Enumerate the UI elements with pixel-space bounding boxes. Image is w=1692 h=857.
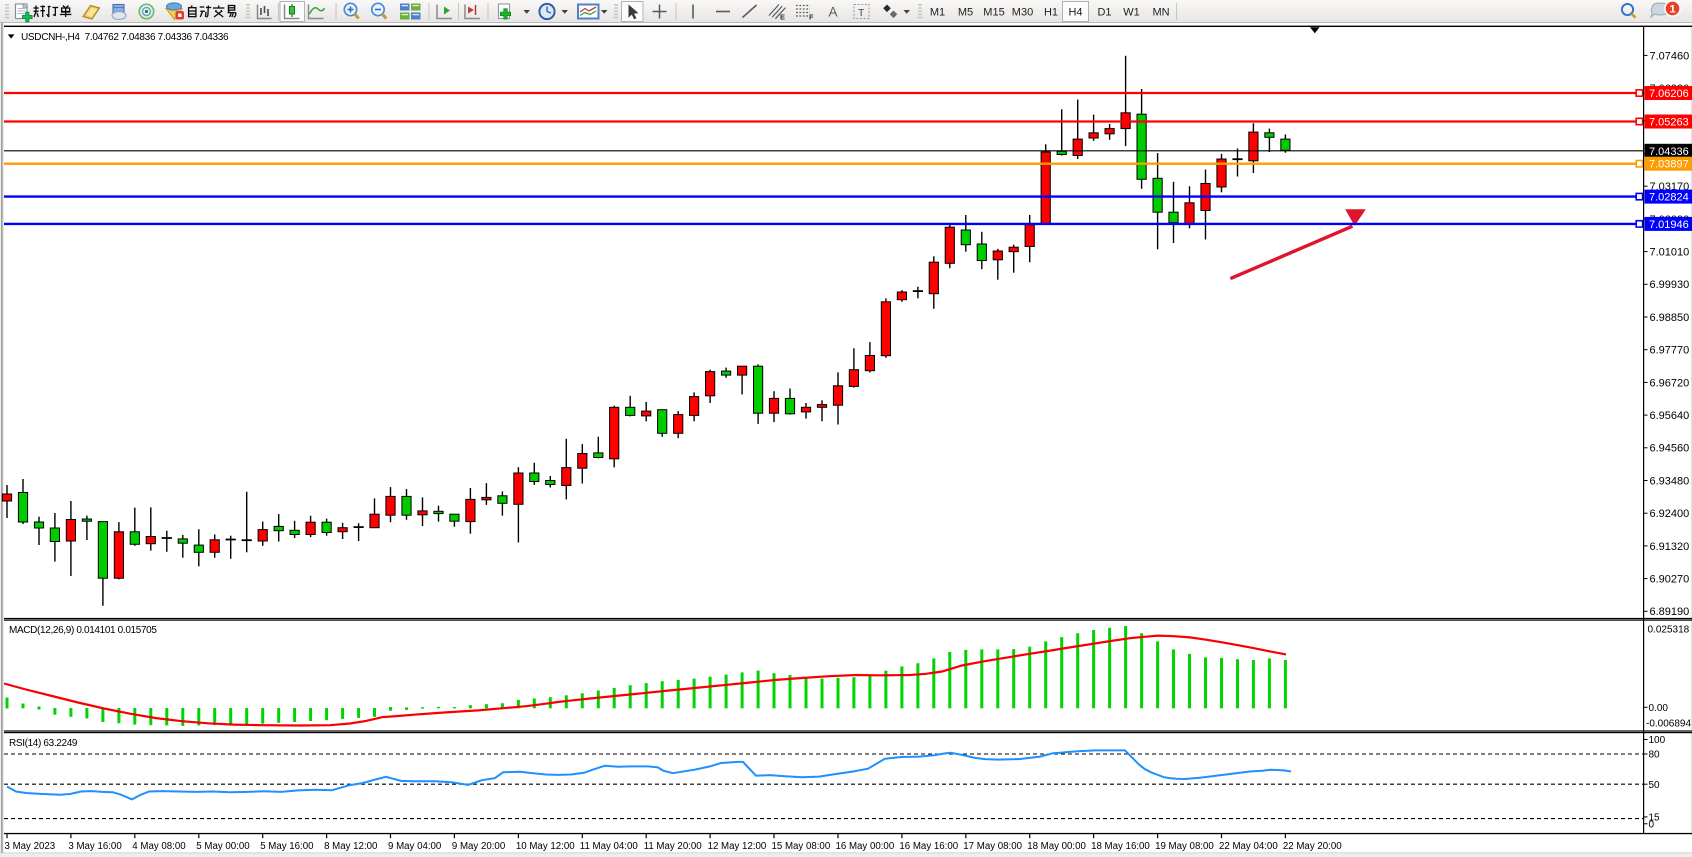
svg-text:7.01946: 7.01946 [1649, 219, 1689, 231]
svg-text:12 May 12:00: 12 May 12:00 [708, 841, 767, 852]
svg-text:22 May 20:00: 22 May 20:00 [1283, 841, 1342, 852]
svg-text:6.98850: 6.98850 [1650, 312, 1690, 324]
svg-text:15 May 08:00: 15 May 08:00 [772, 841, 831, 852]
svg-text:9 May 20:00: 9 May 20:00 [452, 841, 506, 852]
svg-text:50: 50 [1649, 780, 1661, 791]
svg-text:6.91320: 6.91320 [1650, 541, 1690, 553]
svg-text:100: 100 [1649, 735, 1666, 746]
svg-text:0: 0 [1649, 820, 1655, 831]
svg-text:7.06206: 7.06206 [1649, 88, 1689, 100]
svg-text:6.97770: 6.97770 [1650, 345, 1690, 357]
svg-text:18 May 00:00: 18 May 00:00 [1027, 841, 1086, 852]
svg-text:6.95640: 6.95640 [1650, 410, 1690, 422]
svg-text:16 May 00:00: 16 May 00:00 [836, 841, 895, 852]
svg-text:3 May 2023: 3 May 2023 [5, 841, 56, 852]
svg-text:80: 80 [1649, 750, 1661, 761]
svg-text:6.93480: 6.93480 [1650, 475, 1690, 487]
svg-text:17 May 08:00: 17 May 08:00 [963, 841, 1022, 852]
svg-text:6.99930: 6.99930 [1650, 279, 1690, 291]
svg-text:E: E [780, 13, 785, 22]
svg-text:H1: H1 [1044, 7, 1058, 19]
svg-text:5 May 16:00: 5 May 16:00 [260, 841, 314, 852]
svg-text:M30: M30 [1012, 7, 1033, 19]
svg-text:6.94560: 6.94560 [1650, 443, 1690, 455]
svg-text:1: 1 [1669, 4, 1675, 16]
svg-text:7.02824: 7.02824 [1649, 192, 1689, 204]
svg-text:6.89190: 6.89190 [1650, 606, 1690, 618]
svg-text:4 May 08:00: 4 May 08:00 [132, 841, 186, 852]
svg-text:7.04336: 7.04336 [1649, 146, 1689, 158]
svg-text:M1: M1 [930, 7, 945, 19]
svg-text:0.00: 0.00 [1649, 703, 1669, 714]
svg-text:7.07460: 7.07460 [1650, 50, 1690, 62]
svg-text:-0.006894: -0.006894 [1646, 718, 1691, 729]
svg-text:11 May 04:00: 11 May 04:00 [580, 841, 639, 852]
svg-text:8 May 12:00: 8 May 12:00 [324, 841, 378, 852]
svg-text:T: T [858, 7, 865, 19]
svg-text:7.01010: 7.01010 [1650, 247, 1690, 259]
svg-text:7.05263: 7.05263 [1649, 117, 1689, 129]
svg-text:22 May 04:00: 22 May 04:00 [1219, 841, 1278, 852]
svg-text:MN: MN [1152, 7, 1169, 19]
svg-text:7.03897: 7.03897 [1649, 159, 1689, 171]
svg-text:16 May 16:00: 16 May 16:00 [899, 841, 958, 852]
svg-text:18 May 16:00: 18 May 16:00 [1091, 841, 1150, 852]
svg-text:6.96720: 6.96720 [1650, 377, 1690, 389]
svg-text:D1: D1 [1097, 7, 1111, 19]
svg-text:6.90270: 6.90270 [1650, 574, 1690, 586]
svg-text:W1: W1 [1123, 7, 1140, 19]
svg-text:11 May 20:00: 11 May 20:00 [644, 841, 703, 852]
svg-text:6.92400: 6.92400 [1650, 508, 1690, 520]
svg-text:H4: H4 [1068, 7, 1082, 19]
svg-text:F: F [809, 13, 814, 22]
svg-text:10 May 12:00: 10 May 12:00 [516, 841, 575, 852]
svg-text:19 May 08:00: 19 May 08:00 [1155, 841, 1214, 852]
svg-text:0.025318: 0.025318 [1648, 625, 1690, 636]
svg-text:9 May 04:00: 9 May 04:00 [388, 841, 442, 852]
svg-text:M15: M15 [983, 7, 1004, 19]
svg-text:RSI(14) 63.2249: RSI(14) 63.2249 [9, 738, 78, 749]
svg-text:3 May 16:00: 3 May 16:00 [68, 841, 122, 852]
svg-text:5 May 00:00: 5 May 00:00 [196, 841, 250, 852]
svg-text:USDCNH-,H4 7.04762 7.04836 7.: USDCNH-,H4 7.04762 7.04836 7.04336 7.043… [21, 32, 229, 43]
svg-text:M5: M5 [958, 7, 973, 19]
svg-text:MACD(12,26,9) 0.014101 0.01570: MACD(12,26,9) 0.014101 0.015705 [9, 625, 157, 636]
svg-text:A: A [829, 5, 838, 20]
svg-text:15: 15 [1649, 813, 1661, 824]
